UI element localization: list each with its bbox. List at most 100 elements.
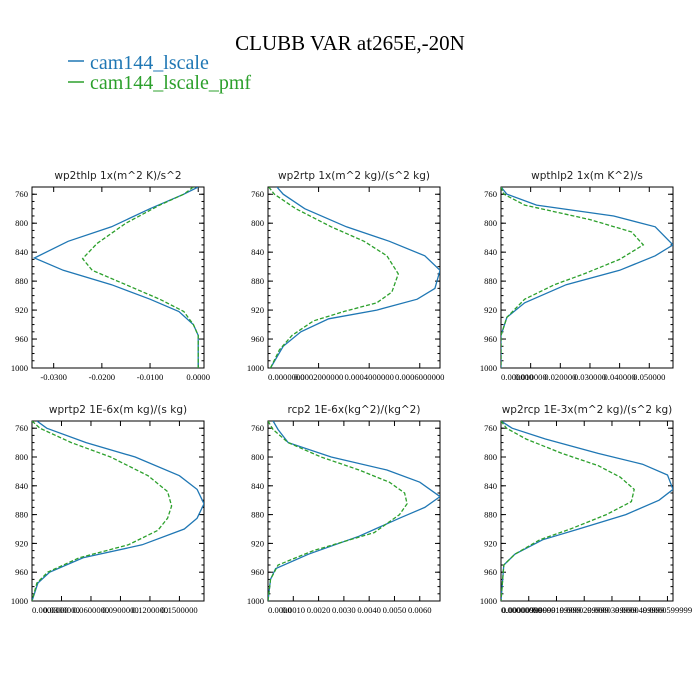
panel-4: wprtp2 1E-6x(m kg)/(s kg) 760 800 840 880 920… [11,404,205,615]
x-tick-label: 0.0900000 [102,605,139,615]
y-tick-label: 1000 [11,363,28,373]
panel-title: wp2rcp 1E-3x(m^2 kg)/(s^2 kg) [502,404,673,416]
x-tick-label: 0.0020 [307,605,331,615]
figure-title: CLUBB VAR at265E,-20N [235,31,465,55]
y-tick-label: 800 [484,452,497,462]
plot-frame [31,420,205,602]
panel-title: wp2rtp 1x(m^2 kg)/(s^2 kg) [278,170,430,182]
x-tick-label: 0.0000000 [32,605,69,615]
x-tick-label: 0.0000299999 [560,605,609,615]
y-tick-label: 960 [484,334,497,344]
series-line-cam144-lscale-pmf [501,187,645,368]
y-tick-label: 960 [15,567,28,577]
plot-frame [267,420,441,602]
panel-title: rcp2 1E-6x(kg^2)/(kg^2) [288,404,421,416]
y-tick-label: 920 [484,538,497,548]
x-tick-label: 0.0000 [268,605,292,615]
y-tick-label: 880 [251,276,264,286]
x-tick-label: 0.050000 [633,372,665,382]
panel-3: wpthlp2 1x(m K^2)/s 760 800 840 880 920 960 100… [480,170,674,382]
y-tick-label: 800 [15,218,28,228]
x-tick-label: 0.0060 [408,605,432,615]
y-tick-label: 1000 [247,596,264,606]
y-tick-label: 760 [251,423,264,433]
y-tick-label: 880 [484,510,497,520]
x-tick-label: 0.0006000000 [395,372,444,382]
plot-frame [31,186,205,369]
x-tick-label: 0.0000199999 [532,605,581,615]
x-tick-label: -0.0200 [89,372,116,382]
y-tick-label: 840 [484,247,497,257]
x-tick-label: 0.0030 [332,605,356,615]
x-tick-label: 0.020000 [544,372,576,382]
plot-frame [500,186,674,369]
y-tick-label: 840 [15,247,28,257]
series-line-cam144-lscale [501,421,673,601]
y-tick-label: 960 [251,334,264,344]
y-tick-label: 920 [251,305,264,315]
x-tick-label: 0.00000000 [501,605,542,615]
panel-title: wprtp2 1E-6x(m kg)/(s kg) [49,404,187,416]
y-tick-label: 960 [484,567,497,577]
x-tick-label: 0.010000 [515,372,547,382]
panel-title: wpthlp2 1x(m K^2)/s [531,170,643,182]
x-tick-label: 0.0600000 [73,605,110,615]
x-tick-label: 0.040000 [604,372,636,382]
x-tick-label: 0.0050 [383,605,407,615]
y-tick-label: 760 [484,423,497,433]
x-tick-label: 0.0000000 [268,372,305,382]
x-tick-label: 0.030000 [574,372,606,382]
legend: cam144_lscale cam144_lscale_pmf [68,52,251,94]
y-tick-label: 800 [484,218,497,228]
y-tick-label: 880 [15,510,28,520]
series-line-cam144-lscale [268,421,440,601]
y-tick-label: 840 [251,247,264,257]
y-tick-label: 960 [15,334,28,344]
x-tick-label: 0.0000499999 [615,605,664,615]
panel-2: wp2rtp 1x(m^2 kg)/(s^2 kg) 760 800 840 880 92… [247,170,445,382]
legend-label-cam144-lscale-pmf: cam144_lscale_pmf [90,72,251,94]
y-tick-label: 920 [484,305,497,315]
series-line-cam144-lscale [32,421,204,601]
y-tick-label: 1000 [11,596,28,606]
series-line-cam144-lscale-pmf [268,187,400,368]
series-line-cam144-lscale [501,187,673,368]
panel-6: wp2rcp 1E-3x(m^2 kg)/(s^2 kg) 760 800 840 88… [480,404,692,615]
series-line-cam144-lscale-pmf [81,187,199,368]
y-tick-label: 1000 [247,363,264,373]
x-tick-label: -0.0300 [40,372,67,382]
x-tick-label: 0.0002000000 [294,372,343,382]
y-tick-label: 800 [251,452,264,462]
x-tick-label: 0.1500000 [161,605,198,615]
y-tick-label: 880 [484,276,497,286]
x-tick-label: -0.0100 [137,372,164,382]
x-tick-label: 0.0000399999 [587,605,636,615]
x-tick-label: 0.0004000000 [344,372,393,382]
plot-frame [267,186,441,369]
series-line-cam144-lscale-pmf [501,421,635,601]
panel-title: wp2thlp 1x(m^2 K)/s^2 [54,170,181,182]
y-tick-label: 800 [251,218,264,228]
y-tick-label: 1000 [480,363,497,373]
plot-frame [500,420,674,602]
series-line-cam144-lscale-pmf [268,421,408,601]
y-tick-label: 840 [15,481,28,491]
y-tick-label: 920 [251,538,264,548]
y-tick-label: 760 [484,189,497,199]
x-tick-label: 0.0040 [357,605,381,615]
series-line-cam144-lscale-pmf [32,421,173,601]
x-tick-label: 0.0010 [281,605,305,615]
y-tick-label: 800 [15,452,28,462]
y-tick-label: 920 [15,305,28,315]
y-tick-label: 760 [15,189,28,199]
panels-grid: wp2thlp 1x(m^2 K)/s^2 760 800 840 880 920 960 1… [11,170,692,615]
y-tick-label: 1000 [480,596,497,606]
y-tick-label: 840 [484,481,497,491]
panel-1: wp2thlp 1x(m^2 K)/s^2 760 800 840 880 920 960 1… [11,170,210,382]
series-line-cam144-lscale [32,187,199,368]
x-tick-label: 0.000000 [501,372,533,382]
y-tick-label: 760 [15,423,28,433]
x-tick-label: 0.0000 [186,372,210,382]
legend-label-cam144-lscale: cam144_lscale [90,52,209,74]
